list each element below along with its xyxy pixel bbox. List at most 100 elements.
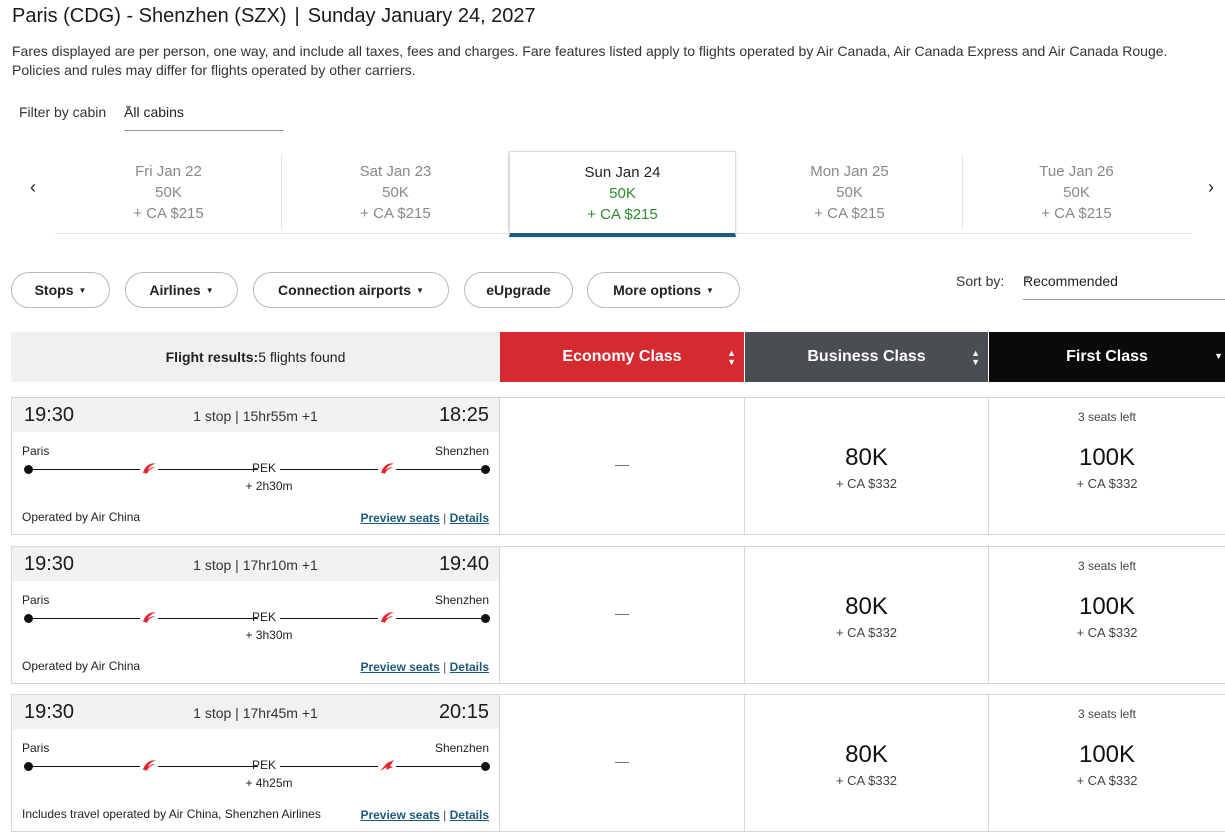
route-line <box>280 469 378 470</box>
chevron-down-icon: ▼ <box>124 103 133 113</box>
stops-duration: 1 stop | 15hr55m +1 <box>193 408 318 424</box>
fare-points: 100K <box>1078 593 1136 620</box>
business-fare-cell[interactable]: 80K + CA $332 <box>745 694 989 832</box>
connection-airports-filter-button[interactable]: Connection airports ▼ <box>253 272 449 308</box>
fare-cash: + CA $332 <box>835 625 898 640</box>
sort-arrows-icon: ▲ ▼ <box>971 348 980 367</box>
origin-city: Paris <box>22 444 50 458</box>
details-link[interactable]: Details <box>449 660 489 674</box>
preview-seats-link[interactable]: Preview seats <box>360 511 440 525</box>
economy-fare-cell: — <box>500 546 745 684</box>
business-class-header[interactable]: Business Class ▲ ▼ <box>745 332 988 382</box>
results-count: 5 flights found <box>258 349 346 365</box>
details-link[interactable]: Details <box>449 808 489 822</box>
title-separator: | <box>294 5 300 27</box>
layover-airport: PEK <box>251 461 276 475</box>
business-fare-cell[interactable]: 80K + CA $332 <box>745 397 989 535</box>
business-class-label: Business Class <box>807 348 926 365</box>
preview-seats-link[interactable]: Preview seats <box>360 808 440 822</box>
date-points: 50K <box>836 184 863 201</box>
details-link[interactable]: Details <box>449 511 489 525</box>
date-points: 50K <box>609 185 636 202</box>
business-fare-cell[interactable]: 80K + CA $332 <box>745 546 989 684</box>
sort-select[interactable]: Recommended ▼ <box>1023 266 1225 300</box>
date-strip: Fri Jan 22 50K + CA $215 Sat Jan 23 50K … <box>55 150 1191 237</box>
first-class-header[interactable]: First Class ▼ <box>989 332 1225 382</box>
flight-results-header: Flight results:5 flights found <box>11 332 500 382</box>
flight-times-bar: 19:30 1 stop | 15hr55m +1 18:25 <box>12 398 499 432</box>
arrival-time: 18:25 <box>438 404 489 426</box>
layover-duration: + 3h30m <box>245 628 293 642</box>
fare-points: 80K <box>845 593 888 620</box>
chevron-right-icon[interactable]: › <box>1208 177 1214 197</box>
seats-left: 3 seats left <box>1077 559 1137 573</box>
route-diagram: PEK + 2h30m <box>24 459 490 501</box>
route-line <box>158 469 258 470</box>
destination-city: Shenzhen <box>434 444 489 458</box>
layover-duration: + 4h25m <box>245 776 293 790</box>
date-cash: + CA $215 <box>814 205 885 222</box>
operated-by: Operated by Air China <box>22 510 141 524</box>
sort-control: Sort by: Recommended ▼ <box>956 266 1225 300</box>
economy-class-label: Economy Class <box>562 348 682 365</box>
destination-dot <box>481 614 490 623</box>
first-fare-cell[interactable]: 3 seats left 100K + CA $332 <box>989 694 1225 832</box>
date-points: 50K <box>1063 184 1090 201</box>
link-separator: | <box>443 808 447 822</box>
seats-left: 3 seats left <box>1077 410 1137 424</box>
eupgrade-filter-button[interactable]: eUpgrade <box>464 272 573 308</box>
more-options-button[interactable]: More options ▼ <box>587 272 740 308</box>
layover-airport: PEK <box>251 610 276 624</box>
flight-row: 19:30 1 stop | 15hr55m +1 18:25 Paris Sh… <box>11 397 1225 535</box>
chevron-left-icon[interactable]: ‹ <box>30 177 36 197</box>
date-option[interactable]: Mon Jan 25 50K + CA $215 <box>736 150 963 234</box>
date-points: 50K <box>155 184 182 201</box>
route-line <box>396 766 484 767</box>
departure-time: 19:30 <box>24 553 75 575</box>
destination-city: Shenzhen <box>434 593 489 607</box>
date-title: Sunday January 24, 2027 <box>307 5 536 27</box>
date-cash: + CA $215 <box>1041 205 1112 222</box>
route-line <box>28 618 140 619</box>
stops-filter-label: Stops <box>34 282 74 298</box>
shenzhen-airlines-logo-icon <box>380 760 394 771</box>
preview-seats-link[interactable]: Preview seats <box>360 660 440 674</box>
economy-class-header[interactable]: Economy Class ▲ ▼ <box>500 332 744 382</box>
fare-unavailable: — <box>615 456 629 472</box>
fare-points: 100K <box>1078 444 1136 471</box>
first-fare-cell[interactable]: 3 seats left 100K + CA $332 <box>989 397 1225 535</box>
flight-links: Preview seats | Details <box>360 660 489 674</box>
page-title: Paris (CDG) - Shenzhen (SZX) | Sunday Janu… <box>12 5 536 28</box>
route-title: Paris (CDG) - Shenzhen (SZX) <box>12 5 287 27</box>
airlines-filter-label: Airlines <box>149 282 201 298</box>
fare-cash: + CA $332 <box>835 476 898 491</box>
route-diagram: PEK + 4h25m <box>24 756 490 798</box>
seats-left: 3 seats left <box>1077 707 1137 721</box>
route-line <box>158 766 258 767</box>
route-line <box>280 618 378 619</box>
route-diagram: PEK + 3h30m <box>24 608 490 650</box>
caret-down-icon: ▼ <box>705 286 714 295</box>
link-separator: | <box>443 660 447 674</box>
economy-fare-cell: — <box>500 397 745 535</box>
cabin-filter-select[interactable]: All cabins ▼ <box>124 98 284 131</box>
arrival-time: 20:15 <box>438 701 489 723</box>
route-line <box>28 766 140 767</box>
date-divider <box>962 154 963 230</box>
date-option-selected[interactable]: Sun Jan 24 50K + CA $215 <box>509 151 736 237</box>
layover-duration: + 2h30m <box>245 479 293 493</box>
eupgrade-filter-label: eUpgrade <box>486 282 551 298</box>
date-option[interactable]: Tue Jan 26 50K + CA $215 <box>963 150 1190 234</box>
date-option[interactable]: Fri Jan 22 50K + CA $215 <box>55 150 282 234</box>
flight-itinerary: 19:30 1 stop | 15hr55m +1 18:25 Paris Sh… <box>11 397 500 535</box>
more-options-label: More options <box>613 282 701 298</box>
stops-filter-button[interactable]: Stops ▼ <box>11 272 110 308</box>
airlines-filter-button[interactable]: Airlines ▼ <box>125 272 238 308</box>
first-fare-cell[interactable]: 3 seats left 100K + CA $332 <box>989 546 1225 684</box>
first-class-label: First Class <box>1066 348 1148 365</box>
date-cash: + CA $215 <box>587 206 658 223</box>
date-day: Sun Jan 24 <box>584 164 661 181</box>
date-option[interactable]: Sat Jan 23 50K + CA $215 <box>282 150 509 234</box>
sort-arrow-down-icon: ▼ <box>1214 351 1223 361</box>
stops-duration: 1 stop | 17hr45m +1 <box>193 705 318 721</box>
